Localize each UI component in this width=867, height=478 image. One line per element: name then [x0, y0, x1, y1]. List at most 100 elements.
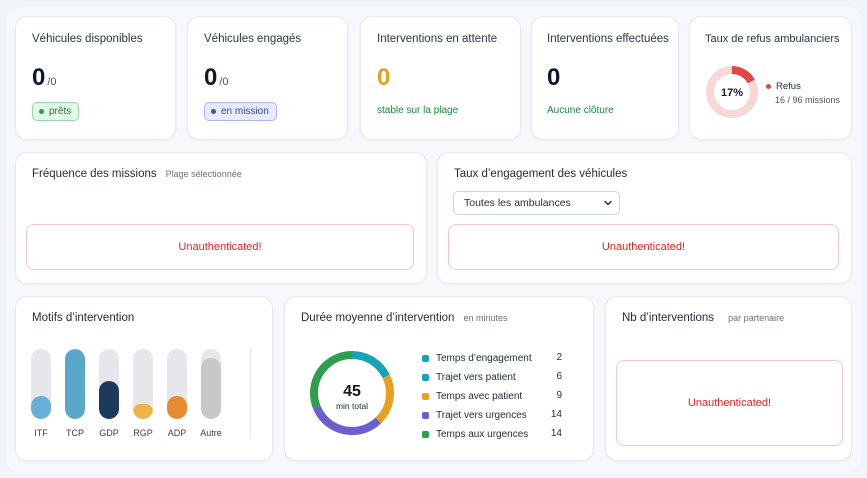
legend-row: Trajet vers patient 6	[422, 370, 562, 384]
kpi-card-vehicules-engages: Véhicules engagés 0/0 en mission	[187, 16, 348, 140]
bar-track-tcp	[65, 349, 85, 419]
kpi-value: 0/0	[204, 64, 229, 92]
error-message: Unauthenticated!	[448, 224, 839, 270]
section-title-text: Fréquence des missions	[32, 168, 157, 180]
legend-value: 9	[556, 390, 562, 401]
legend-value: 6	[556, 371, 562, 382]
section-hint: en minutes	[463, 313, 508, 323]
section-title: Durée moyenne d’intervention en minutes	[301, 312, 507, 324]
legend-label: Trajet vers patient	[436, 371, 516, 383]
kpi-title: Taux de refus ambulanciers	[705, 33, 840, 45]
duree-moyenne-card: Durée moyenne d’intervention en minutes 4…	[284, 296, 594, 461]
legend-row: Temps aux urgences 14	[422, 427, 562, 441]
badge-label: prêts	[49, 106, 72, 117]
refus-detail: 16 / 96 missions	[775, 95, 841, 105]
dot-icon	[39, 109, 44, 114]
bar-gdp[interactable]	[99, 380, 119, 419]
donut-segment-0[interactable]	[310, 351, 394, 435]
kpi-value: 0	[377, 64, 391, 91]
dot-icon	[766, 84, 771, 89]
bar-tick-label: ADP	[167, 428, 187, 438]
legend-swatch	[422, 373, 429, 381]
duree-donut-chart: 45 min total	[310, 351, 394, 435]
section-hint: Plage sélectionnée	[165, 169, 242, 179]
chart-divider	[250, 349, 251, 439]
bar-tick-label: TCP	[66, 428, 84, 438]
chevron-down-icon	[604, 200, 612, 206]
kpi-card-interventions-effectuees: Interventions effectuées 0 Aucune clôtur…	[531, 16, 679, 140]
donut-segment-3[interactable]	[310, 351, 394, 435]
kpi-number: 0	[32, 64, 46, 91]
bar-track-rgp	[133, 349, 153, 419]
nb-interventions-card: Nb d’interventions par partenaire Unauthe…	[605, 296, 852, 461]
refus-legend: Refus	[766, 81, 801, 92]
donut-percent-label: 17%	[721, 87, 743, 99]
kpi-card-taux-refus: Taux de refus ambulanciers 17% Refus 16 …	[689, 16, 852, 140]
legend-label: Trajet vers urgences	[436, 409, 527, 421]
legend-label: Temps avec patient	[436, 390, 523, 402]
kpi-title: Véhicules disponibles	[32, 33, 143, 45]
legend-swatch	[422, 392, 429, 400]
legend-value: 14	[550, 409, 562, 420]
section-title: Nb d’interventions par partenaire	[622, 312, 784, 324]
status-badge-en-mission: en mission	[204, 102, 277, 121]
kpi-card-vehicules-disponibles: Véhicules disponibles 0/0 prêts	[15, 16, 176, 140]
badge-label: en mission	[221, 106, 269, 117]
kpi-denominator: /0	[219, 76, 229, 88]
select-value: Toutes les ambulances	[464, 197, 571, 209]
section-title: Taux d’engagement des véhicules	[454, 168, 628, 180]
legend-label: Temps d’engagement	[436, 352, 532, 364]
bar-track-adp	[167, 349, 187, 419]
bar-track-itf	[31, 349, 51, 419]
donut-segment-2[interactable]	[310, 351, 394, 435]
error-message: Unauthenticated!	[616, 360, 843, 446]
section-title-text: Durée moyenne d’intervention	[301, 312, 455, 324]
kpi-value: 0/0	[32, 64, 57, 92]
error-message: Unauthenticated!	[26, 224, 414, 270]
legend-swatch	[422, 430, 429, 438]
legend-row: Temps d’engagement 2	[422, 351, 562, 365]
kpi-subtext: Aucune clôture	[547, 105, 614, 116]
bar-autre[interactable]	[201, 358, 221, 419]
donut-total-label: min total	[336, 401, 368, 411]
bar-track-gdp	[99, 349, 119, 419]
legend-label: Temps aux urgences	[436, 428, 529, 440]
bar-tick-label: RGP	[133, 428, 153, 438]
section-title: Motifs d’intervention	[32, 312, 135, 324]
status-badge-prets: prêts	[32, 102, 80, 121]
bar-itf[interactable]	[31, 395, 51, 419]
section-title: Fréquence des missions Plage sélectionnée	[32, 168, 242, 180]
legend-swatch	[422, 354, 429, 362]
kpi-title: Véhicules engagés	[204, 33, 302, 45]
kpi-card-interventions-attente: Interventions en attente 0 stable sur la…	[360, 16, 521, 140]
bar-tick-label: ITF	[34, 428, 48, 438]
kpi-value: 0	[547, 64, 561, 91]
legend-swatch	[422, 411, 429, 419]
bar-track-autre	[201, 349, 221, 419]
kpi-denominator: /0	[47, 76, 57, 88]
bar-rgp[interactable]	[133, 403, 153, 419]
legend-row: Trajet vers urgences 14	[422, 408, 562, 422]
dot-icon	[211, 109, 216, 114]
donut-total-value: 45	[343, 383, 361, 400]
ambulance-filter-select[interactable]: Toutes les ambulances	[453, 191, 620, 215]
motifs-bar-chart: ITF TCP GDP RGP ADP Autre	[16, 297, 274, 462]
legend-value: 14	[550, 428, 562, 439]
donut-arc-refus	[706, 66, 758, 118]
bar-adp[interactable]	[167, 395, 187, 419]
section-hint: par partenaire	[728, 313, 785, 323]
kpi-subtext: stable sur la plage	[377, 105, 459, 116]
section-title-text: Nb d’interventions	[622, 312, 715, 324]
taux-engagement-card: Taux d’engagement des véhicules Toutes l…	[437, 152, 852, 284]
bar-tcp[interactable]	[65, 349, 85, 419]
kpi-title: Interventions en attente	[377, 33, 498, 45]
legend-row: Temps avec patient 9	[422, 389, 562, 403]
bar-tick-label: Autre	[200, 428, 222, 438]
kpi-title: Interventions effectuées	[547, 33, 669, 45]
kpi-number: 0	[204, 64, 218, 91]
motifs-intervention-card: Motifs d’intervention ITF TCP GDP RGP ADP Aut…	[15, 296, 273, 461]
legend-value: 2	[556, 352, 562, 363]
bar-tick-label: GDP	[99, 428, 119, 438]
frequence-missions-card: Fréquence des missions Plage sélectionnée…	[15, 152, 427, 284]
refus-donut-chart: 17%	[706, 66, 758, 118]
